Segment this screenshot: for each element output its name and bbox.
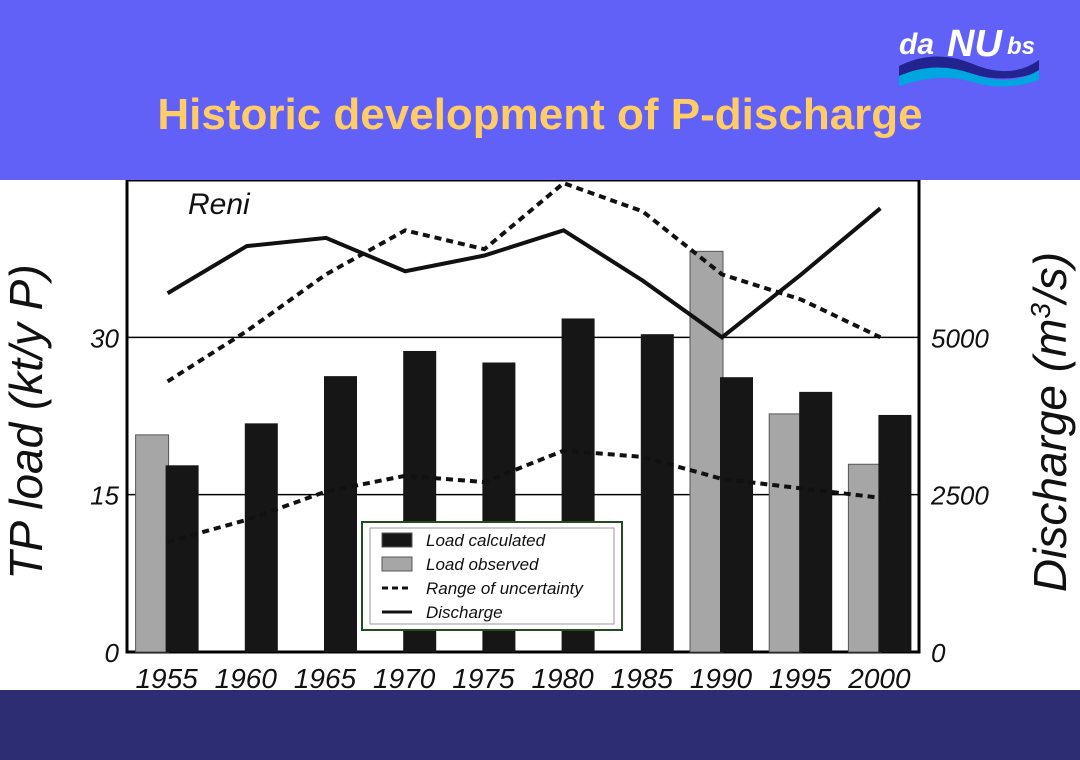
legend-label: Discharge — [426, 603, 503, 622]
chart-svg: 0 15 30 0 2500 5000 1955 1960 1965 1970 1975 1980 19… — [0, 178, 1076, 694]
bar-calculated-1990 — [720, 377, 753, 652]
logo-wave-light — [899, 67, 1039, 87]
legend-label: Range of uncertainty — [426, 579, 584, 598]
x-tick-label: 1995 — [769, 663, 832, 690]
uncertainty-lower-line — [167, 448, 881, 544]
x-tick-label: 1990 — [690, 663, 753, 690]
slide-title: Historic development of P-discharge — [157, 90, 923, 139]
x-tick-label: 1985 — [611, 663, 674, 690]
logo-suffix: bs — [1007, 33, 1035, 60]
y2-tick-label: 0 — [931, 638, 946, 668]
legend-swatch — [381, 532, 413, 548]
x-tick-label: 1955 — [135, 663, 198, 690]
bar-calculated-2000 — [878, 414, 912, 652]
x-tick-label: 2000 — [847, 663, 911, 690]
x-tick-label: 1975 — [452, 663, 515, 690]
x-tick-label: 1980 — [531, 663, 594, 690]
legend: Load calculated Load observed Range of unc… — [361, 521, 623, 631]
x-tick-label: 1960 — [215, 663, 278, 690]
bar-observed-2000 — [847, 463, 882, 653]
y2-tick-label: 5000 — [931, 323, 989, 353]
bar-observed-1995 — [768, 413, 803, 653]
logo-middle: NU — [947, 23, 1003, 65]
y-axis-label: TP load (kt/y P) — [0, 264, 52, 579]
y2-axis-label: Discharge (m3/s) — [1024, 252, 1076, 592]
legend-swatch — [381, 556, 413, 572]
bars — [135, 250, 912, 653]
bar-calculated-1985 — [640, 334, 674, 652]
bar-calculated-1955 — [165, 465, 199, 652]
x-tick-label: 1965 — [294, 663, 357, 690]
footer-bar — [0, 690, 1080, 760]
y-tick-label: 15 — [90, 481, 119, 511]
bar-calculated-1965 — [324, 376, 357, 652]
tick-labels: 0 15 30 0 2500 5000 1955 1960 1965 1970 1975 1980 19… — [90, 323, 989, 694]
danubs-logo: da NU bs — [899, 23, 1039, 87]
legend-label: Load calculated — [426, 531, 546, 550]
y2-tick-label: 2500 — [930, 481, 989, 511]
lines — [166, 180, 882, 544]
bar-calculated-1995 — [799, 391, 833, 652]
discharge-line — [166, 206, 882, 340]
x-tick-label: 1970 — [373, 663, 436, 690]
bar-observed-1955 — [135, 434, 170, 653]
legend-label: Load observed — [426, 555, 539, 574]
logo-prefix: da — [899, 28, 934, 61]
y-tick-label: 0 — [105, 638, 120, 668]
station-label: Reni — [188, 188, 251, 221]
uncertainty-upper-line — [166, 180, 882, 384]
bar-calculated-1960 — [244, 423, 278, 652]
bar-observed-1990 — [689, 250, 724, 653]
chart-area: 0 15 30 0 2500 5000 1955 1960 1965 1970 1975 1980 19… — [0, 178, 1080, 694]
y-tick-label: 30 — [90, 323, 119, 353]
logo-wave-dark — [899, 56, 1039, 79]
